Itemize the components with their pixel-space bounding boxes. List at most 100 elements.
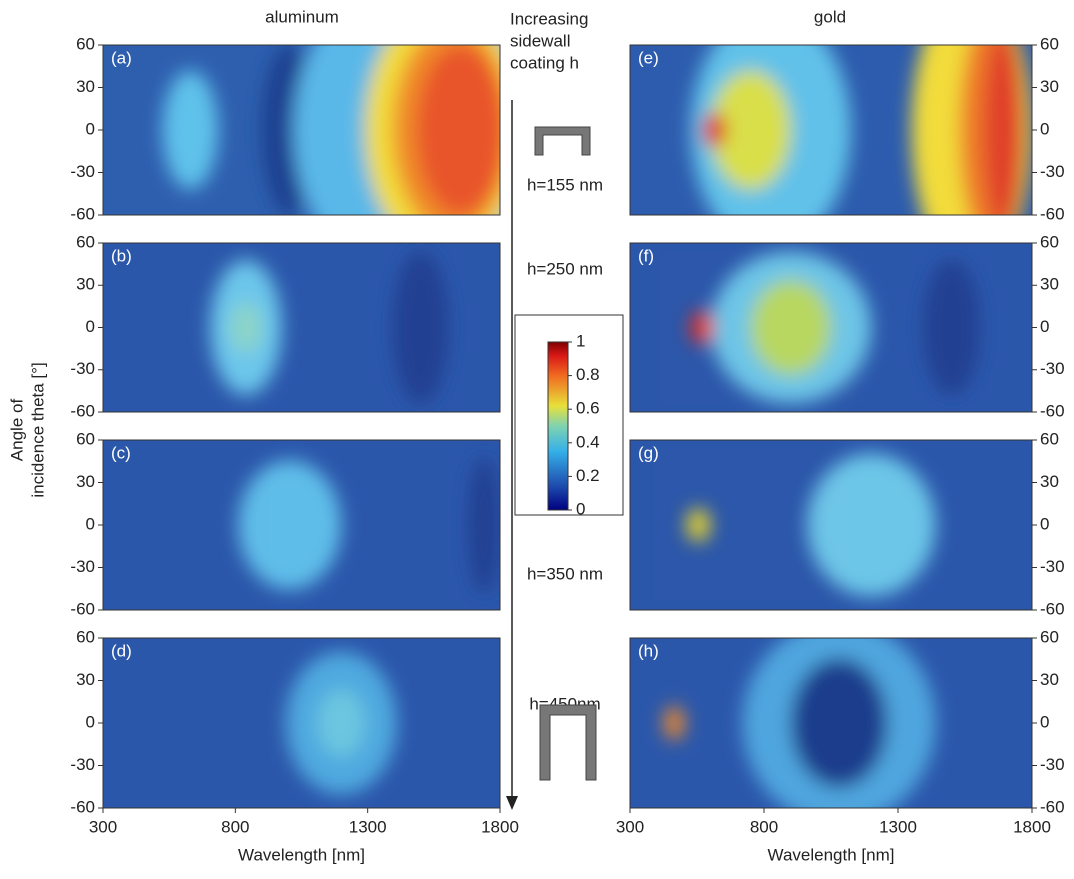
heatmap-blobs [210, 251, 449, 404]
y-tick-label: 60 [1040, 429, 1059, 448]
x-tick-label: 1300 [879, 817, 917, 836]
heatmap-blob [392, 251, 449, 404]
heatmap [103, 243, 500, 412]
panel-label: (c) [111, 443, 131, 462]
y-tick-label: 30 [76, 670, 95, 689]
x-axis-label: Wavelength [nm] [238, 845, 365, 864]
heatmap-blobs [690, 251, 980, 404]
y-label-line: incidence theta [°] [28, 362, 47, 497]
colorbar-box [514, 314, 624, 516]
y-tick-label: -30 [70, 359, 95, 378]
heatmap-blob [686, 508, 711, 542]
y-tick-label: 30 [76, 77, 95, 96]
heatmap-blob [702, 113, 727, 147]
heatmap-ridge [103, 440, 214, 610]
heatmap-ridge [726, 45, 810, 215]
heatmap-blobs [237, 457, 500, 593]
y-tick-label: -30 [1040, 162, 1065, 181]
y-tick-label: 30 [76, 472, 95, 491]
y-tick-label: -60 [1040, 797, 1065, 816]
annotation-line: sidewall [510, 31, 570, 50]
panel-label: (b) [111, 246, 132, 265]
x-tick-label: 1800 [481, 817, 519, 836]
colorbar-tick-label: 0.2 [576, 466, 600, 485]
heatmap [630, 440, 1032, 610]
y-tick-label: -60 [70, 797, 95, 816]
colorbar [547, 341, 569, 511]
colorbar-tick-label: 0.4 [576, 432, 600, 451]
y-tick-label: 0 [86, 317, 95, 336]
heatmap-blob [230, 302, 262, 353]
heatmap-blob [710, 70, 791, 190]
heatmap-ridge [103, 45, 234, 215]
y-tick-label: 0 [1040, 712, 1049, 731]
x-tick-label: 1800 [1013, 817, 1051, 836]
y-tick-label: 0 [86, 514, 95, 533]
y-label-line: Angle of [7, 399, 26, 462]
heatmap-ridge [678, 652, 742, 795]
heatmap-blob [790, 658, 888, 788]
y-tick-label: -30 [70, 557, 95, 576]
y-tick-label: 0 [86, 119, 95, 138]
heatmap-blob [162, 70, 219, 190]
annotation-line: coating h [510, 53, 579, 72]
heatmap-blob [416, 45, 500, 215]
y-tick-label: 30 [1040, 275, 1059, 294]
y-tick-label: 60 [76, 34, 95, 53]
heatmap-blob [468, 457, 500, 593]
y-tick-label: 60 [1040, 627, 1059, 646]
y-tick-label: 60 [1040, 34, 1059, 53]
y-tick-label: 60 [76, 232, 95, 251]
y-tick-label: 30 [1040, 472, 1059, 491]
heatmap-ridge [103, 638, 242, 808]
y-tick-label: -30 [1040, 557, 1065, 576]
arrow-head [506, 796, 518, 810]
heatmap-blobs [686, 453, 936, 597]
panel-label: (e) [638, 48, 659, 67]
column-title: gold [814, 7, 846, 26]
y-tick-label: 0 [1040, 119, 1049, 138]
y-tick-label: 0 [1040, 514, 1049, 533]
y-tick-label: -60 [1040, 599, 1065, 618]
y-tick-label: -60 [1040, 204, 1065, 223]
heatmap [630, 638, 1032, 808]
y-tick-label: 60 [76, 627, 95, 646]
heatmap-blob [237, 460, 342, 590]
heatmap-ridge [710, 243, 811, 412]
column-title: aluminum [265, 7, 339, 26]
y-tick-label: 0 [86, 712, 95, 731]
y-tick-label: -30 [1040, 359, 1065, 378]
heatmap-ridge [202, 263, 222, 391]
heatmap-blobs [162, 45, 500, 215]
y-tick-label: 30 [1040, 670, 1059, 689]
y-tick-label: 30 [1040, 77, 1059, 96]
x-tick-label: 300 [89, 817, 117, 836]
panel-label: (g) [638, 443, 659, 462]
coating-icon [539, 704, 597, 781]
panel-label: (f) [638, 246, 654, 265]
y-tick-label: -60 [70, 401, 95, 420]
heatmap [103, 638, 500, 808]
y-tick-label: -30 [70, 755, 95, 774]
x-axis-label: Wavelength [nm] [768, 845, 895, 864]
colorbar-tick-label: 1 [576, 331, 585, 350]
heatmap-ridge [103, 243, 210, 412]
x-tick-label: 300 [616, 817, 644, 836]
heatmap [630, 243, 1032, 412]
thickness-label: h=350 nm [527, 564, 603, 583]
heatmap-ridge [702, 440, 798, 610]
heatmap-blob [690, 310, 715, 345]
heatmap-blob [806, 453, 936, 597]
panel-label: (h) [638, 641, 659, 660]
thickness-label: h=250 nm [527, 259, 603, 278]
y-tick-label: 60 [1040, 232, 1059, 251]
panel-label: (a) [111, 48, 132, 67]
heatmap-blobs [690, 45, 1032, 215]
x-tick-label: 1300 [349, 817, 387, 836]
y-tick-label: -60 [1040, 401, 1065, 420]
heatmap-blob [317, 689, 366, 757]
y-tick-label: -60 [70, 204, 95, 223]
colorbar-tick-label: 0.6 [576, 399, 600, 418]
